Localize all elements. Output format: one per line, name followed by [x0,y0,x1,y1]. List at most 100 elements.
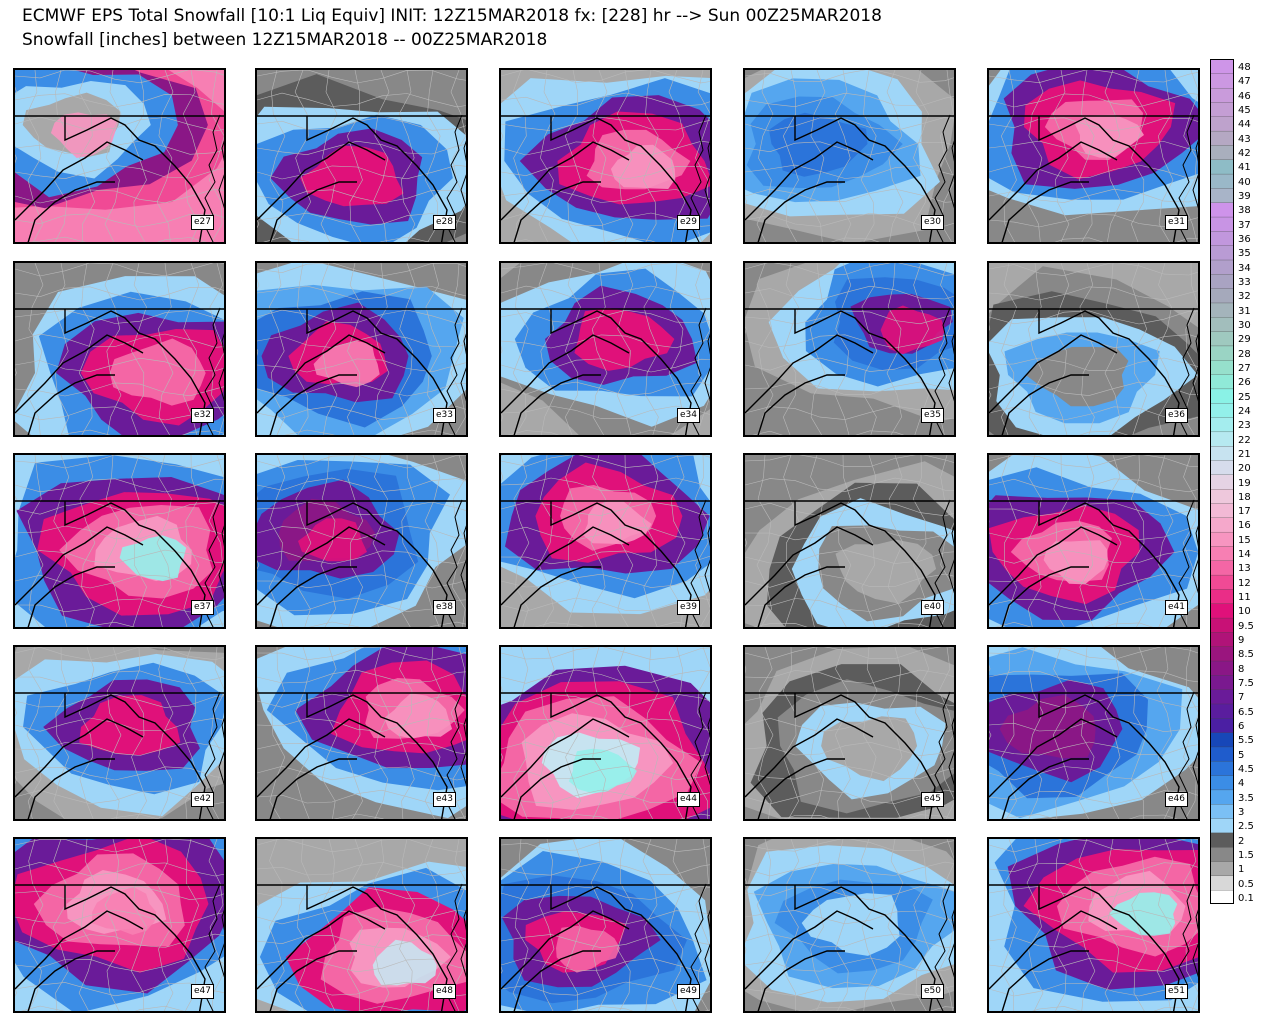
member-panel-e50: e50 [743,837,956,1013]
legend-swatch-36 [1210,230,1234,246]
county-borders [745,263,954,435]
title-line-2: Snowfall [inches] between 12Z15MAR2018 -… [22,30,548,50]
snowfall-map-e39 [501,455,710,627]
legend-label: 31 [1238,305,1251,317]
legend-swatch-19 [1210,474,1234,490]
legend-label: 19 [1238,477,1251,489]
county-borders [989,263,1198,435]
snowfall-band [999,694,1096,759]
snowfall-maximum [91,886,157,935]
legend-label: 6 [1238,720,1245,732]
state-borders [745,500,954,627]
snowfall-map-e34 [501,263,710,435]
legend-swatch-3.5 [1210,789,1234,805]
county-borders [745,455,954,627]
legend-swatch-42 [1210,144,1234,160]
snowfall-map-e41 [989,455,1198,627]
member-label: e37 [191,600,214,615]
legend-swatch-8.5 [1210,646,1234,662]
snowfall-maximum [582,500,652,545]
state-borders [257,115,466,242]
member-label: e42 [191,792,214,807]
member-panel-e34: e34 [499,261,712,437]
county-borders [501,70,710,242]
snowfall-map-e51 [989,839,1198,1011]
member-label: e48 [433,984,456,999]
member-panel-e31: e31 [987,68,1200,244]
legend-label: 22 [1238,434,1251,446]
legend-label: 28 [1238,348,1251,360]
snowfall-map-e48 [257,839,466,1011]
legend-swatch-2 [1210,832,1234,848]
snowfall-map-e30 [745,70,954,242]
county-borders [15,70,224,242]
legend-swatch-45 [1210,101,1234,117]
legend-label: 20 [1238,463,1251,475]
state-borders [501,692,710,819]
legend-label: 4.5 [1238,763,1254,775]
member-panel-e36: e36 [987,261,1200,437]
legend-label: 32 [1238,291,1251,303]
legend-label: 33 [1238,276,1251,288]
legend-swatch-7.5 [1210,674,1234,690]
legend-label: 3 [1238,806,1245,818]
legend-swatch-23 [1210,416,1234,433]
snowfall-band [835,539,937,604]
legend-label: 40 [1238,176,1251,188]
member-label: e38 [433,600,456,615]
state-borders [257,500,466,627]
snowfall-map-e29 [501,70,710,242]
state-borders [257,308,466,435]
snowfall-band [821,716,918,782]
legend-label: 14 [1238,549,1251,561]
snowfall-map-e42 [15,647,224,819]
snowfall-map-e31 [989,70,1198,242]
legend-swatch-18 [1210,488,1234,504]
member-label: e41 [1165,600,1188,615]
snowfall-map-e27 [15,70,224,242]
snowfall-map-e33 [257,263,466,435]
state-borders [15,308,224,435]
legend-label: 9.5 [1238,620,1254,632]
legend-label: 27 [1238,362,1251,374]
legend-swatch-38 [1210,202,1234,218]
member-label: e36 [1165,408,1188,423]
snowfall-band [79,695,181,756]
member-panel-e49: e49 [499,837,712,1013]
legend-label: 10 [1238,606,1251,618]
state-borders [15,884,224,1011]
legend-swatch-25 [1210,388,1234,404]
legend-swatch-1.5 [1210,846,1234,862]
state-borders [257,692,466,819]
legend-label: 43 [1238,133,1251,145]
member-label: e51 [1165,984,1188,999]
legend-swatch-3 [1210,803,1234,819]
state-borders [745,115,954,242]
legend-swatch-40 [1210,173,1234,189]
legend-swatch-20 [1210,459,1234,475]
legend-label: 34 [1238,262,1251,274]
member-label: e29 [677,215,700,230]
member-label: e30 [921,215,944,230]
state-borders [501,500,710,627]
member-label: e47 [191,984,214,999]
legend-swatch-39 [1210,187,1234,203]
member-panel-e41: e41 [987,453,1200,629]
county-borders [257,70,466,242]
legend-label: 1.5 [1238,849,1254,861]
member-label: e44 [677,792,700,807]
legend-swatch-26 [1210,373,1234,390]
legend-swatch-34 [1210,259,1234,275]
member-label: e27 [191,215,214,230]
legend-label: 12 [1238,577,1251,589]
legend-label: 0.1 [1238,892,1254,904]
legend-swatch-4.5 [1210,760,1234,776]
legend-label: 37 [1238,219,1251,231]
legend-swatch-24 [1210,402,1234,418]
member-label: e31 [1165,215,1188,230]
legend-label: 16 [1238,520,1251,532]
state-borders [745,308,954,435]
legend-swatch-0.1 [1210,889,1234,904]
member-label: e32 [191,408,214,423]
legend-outline [1210,59,1234,904]
